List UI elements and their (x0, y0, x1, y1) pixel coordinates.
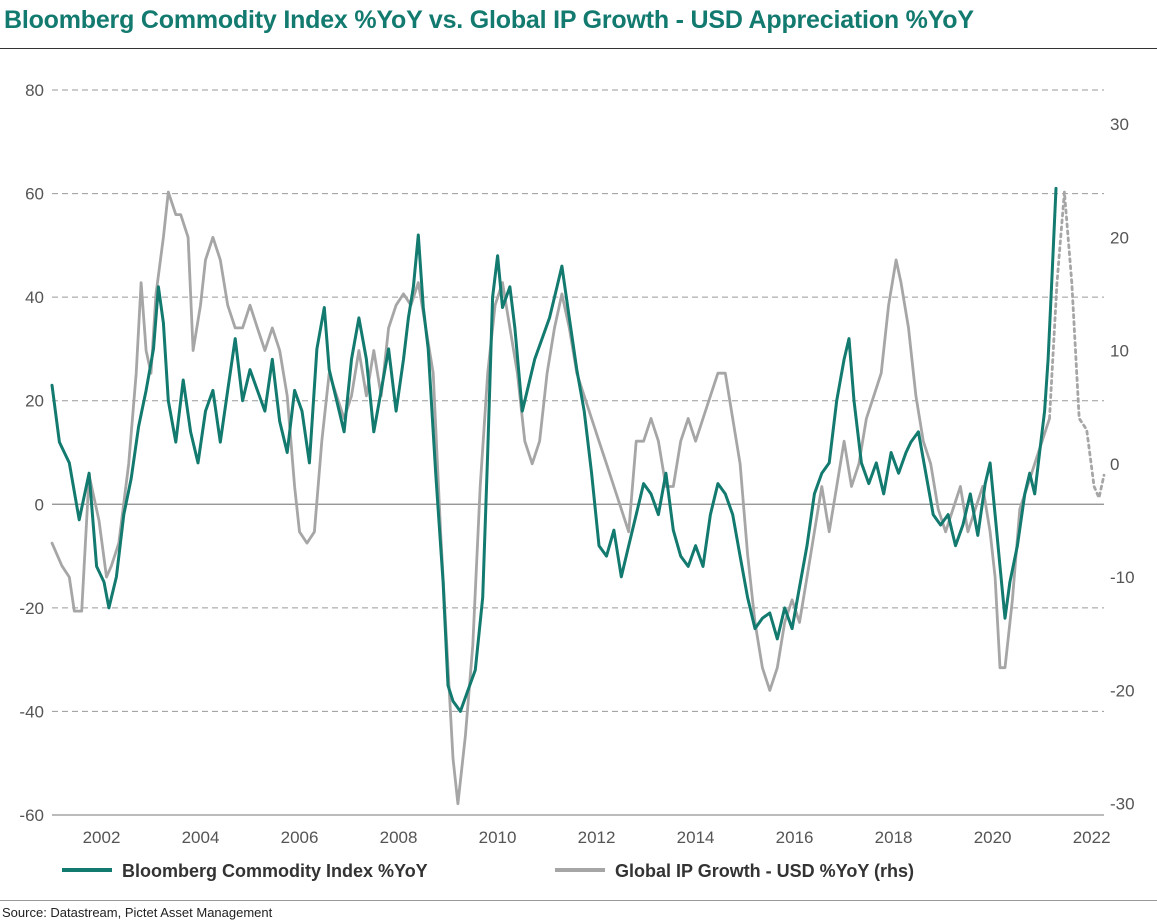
x-tick-label: 2010 (479, 828, 517, 847)
right-tick-label: -10 (1110, 568, 1135, 587)
series-line-ip-growth (50, 190, 1051, 806)
x-tick-label: 2006 (281, 828, 319, 847)
legend-label: Bloomberg Commodity Index %YoY (122, 861, 428, 881)
left-tick-label: -60 (19, 806, 44, 825)
left-tick-label: 60 (25, 185, 44, 204)
source-divider (0, 900, 1157, 901)
left-tick-label: -20 (19, 599, 44, 618)
right-tick-label: 0 (1110, 455, 1119, 474)
series-line-ip-projection (1048, 190, 1106, 500)
left-axis-ticks: 80 60 40 20 0 -20 -40 -60 (19, 81, 44, 825)
left-tick-label: 0 (35, 495, 44, 514)
left-tick-label: -40 (19, 702, 44, 721)
right-tick-label: 30 (1110, 115, 1129, 134)
x-tick-label: 2022 (1073, 828, 1111, 847)
right-tick-label: -30 (1110, 795, 1135, 814)
left-tick-label: 20 (25, 392, 44, 411)
legend: Bloomberg Commodity Index %YoY Global IP … (62, 861, 914, 881)
x-tick-label: 2012 (578, 828, 616, 847)
x-tick-label: 2002 (83, 828, 121, 847)
chart-title: Bloomberg Commodity Index %YoY vs. Globa… (4, 6, 974, 34)
x-tick-label: 2008 (380, 828, 418, 847)
right-tick-label: 20 (1110, 228, 1129, 247)
x-tick-label: 2014 (677, 828, 715, 847)
right-axis-ticks: 30 20 10 0 -10 -20 -30 (1110, 115, 1135, 814)
right-tick-label: 10 (1110, 342, 1129, 361)
legend-label: Global IP Growth - USD %YoY (rhs) (615, 861, 914, 881)
left-tick-label: 80 (25, 81, 44, 100)
x-tick-label: 2020 (974, 828, 1012, 847)
series-lines (50, 186, 1106, 806)
x-tick-label: 2018 (875, 828, 913, 847)
right-tick-label: -20 (1110, 681, 1135, 700)
x-axis-ticks: 2002 2004 2006 2008 2010 2012 2014 2016 2018 2020… (83, 828, 1111, 847)
series-line-commodity (50, 186, 1058, 713)
grid-lines (52, 89, 1104, 816)
source-note: Source: Datastream, Pictet Asset Managem… (2, 905, 273, 920)
x-tick-label: 2004 (182, 828, 220, 847)
x-tick-label: 2016 (776, 828, 814, 847)
left-tick-label: 40 (25, 288, 44, 307)
title-divider (0, 48, 1157, 49)
